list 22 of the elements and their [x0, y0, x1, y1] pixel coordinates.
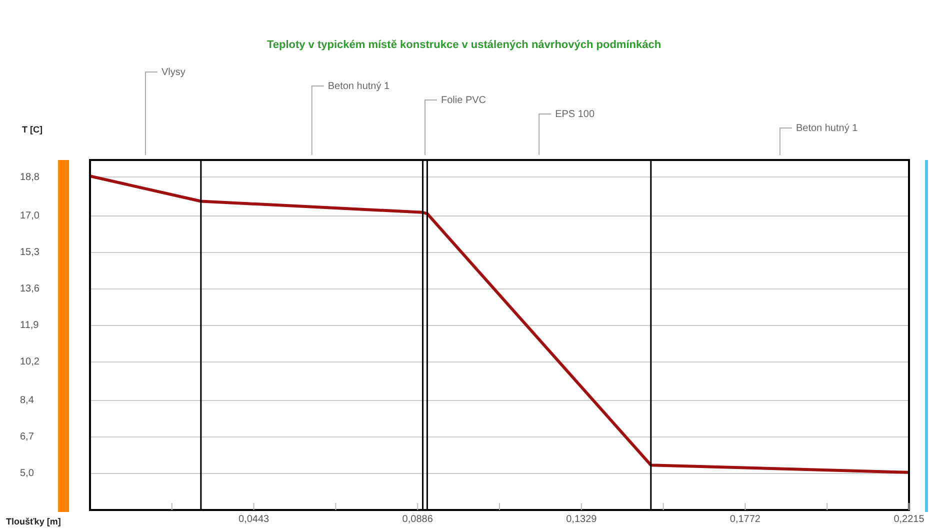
y-tick-label: 18,8	[20, 172, 40, 183]
y-tick-label: 11,9	[20, 320, 40, 332]
x-tick-label: 0,1329	[566, 514, 598, 525]
y-tick-label: 6,7	[20, 432, 34, 443]
text: Vlysy	[161, 66, 186, 78]
y-tick-label: 13,6	[20, 284, 40, 295]
x-tick-label: 0,2215	[894, 514, 925, 525]
x-tick-label: 0,0886	[402, 514, 434, 525]
chart-title: Teploty v typickém místě konstrukce v ustálených návrhových podmínkách	[266, 39, 662, 52]
x-axis-title: Tloušťky [m]	[6, 516, 61, 526]
y-tick-label: 5,0	[20, 468, 34, 480]
x-tick-label: 0,1772	[730, 514, 761, 525]
y-tick-label: 15,3	[20, 247, 40, 258]
text: Beton hutný 1	[796, 122, 858, 134]
y-tick-label: 8,4	[20, 395, 34, 406]
y-axis-title: T [C]	[22, 124, 42, 134]
x-tick-label: 0,0443	[238, 514, 270, 525]
text: EPS 100	[555, 108, 595, 120]
text: Beton hutný 1	[328, 80, 390, 92]
text: Folie PVC	[440, 94, 486, 106]
y-tick-label: 17,0	[20, 210, 40, 222]
y-tick-label: 10,2	[20, 356, 40, 368]
